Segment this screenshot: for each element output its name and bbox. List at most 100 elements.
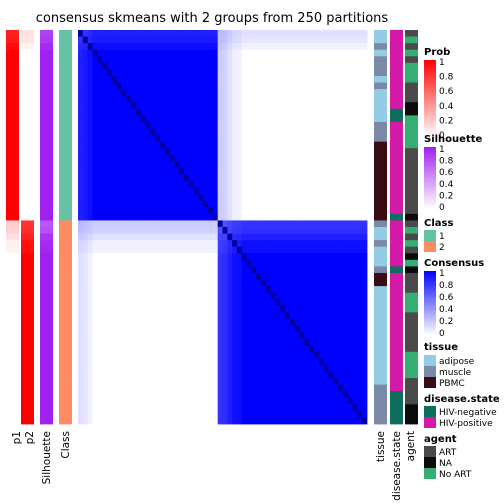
consensus-cell <box>174 272 180 280</box>
consensus-cell <box>78 338 84 346</box>
consensus-cell <box>188 259 194 267</box>
consensus-cell <box>164 43 170 51</box>
consensus-cell <box>318 75 325 83</box>
consensus-cell <box>232 30 238 37</box>
consensus-cell <box>265 174 272 182</box>
consensus-cell <box>78 384 84 392</box>
consensus-cell <box>357 358 363 366</box>
consensus-cell <box>92 36 98 44</box>
consensus-cell <box>106 391 113 399</box>
consensus-cell <box>289 95 296 103</box>
consensus-cell <box>304 154 310 162</box>
consensus-cell <box>275 325 281 333</box>
consensus-cell <box>203 404 209 412</box>
consensus-cell <box>338 371 344 379</box>
consensus-cell <box>183 279 190 287</box>
consensus-cell <box>188 351 194 359</box>
consensus-cell <box>159 82 166 90</box>
consensus-cell <box>140 75 146 83</box>
consensus-cell <box>256 115 262 123</box>
class-cell <box>59 148 72 156</box>
consensus-cell <box>169 345 175 353</box>
consensus-cell <box>135 404 142 412</box>
consensus-cell <box>251 378 257 385</box>
consensus-cell <box>265 364 272 372</box>
p2-cell <box>21 141 34 149</box>
consensus-cell <box>159 286 166 294</box>
consensus-cell <box>155 325 161 333</box>
consensus-cell <box>338 56 344 64</box>
consensus-cell <box>352 174 358 182</box>
consensus-cell <box>87 161 93 169</box>
class-cell <box>59 82 72 90</box>
consensus-cell <box>97 240 103 248</box>
consensus-cell <box>246 49 252 57</box>
consensus-cell <box>294 253 300 261</box>
consensus-cell <box>265 351 272 359</box>
consensus-cell <box>179 364 185 372</box>
consensus-cell <box>289 253 296 261</box>
p1-cell <box>6 417 19 425</box>
consensus-cell <box>179 246 185 254</box>
consensus-cell <box>352 318 358 326</box>
consensus-cell <box>130 227 137 234</box>
consensus-cell <box>164 286 170 294</box>
consensus-cell <box>97 194 103 202</box>
consensus-cell <box>159 181 166 188</box>
consensus-cell <box>183 371 190 379</box>
consensus-cell <box>289 174 296 182</box>
consensus-cell <box>280 286 286 294</box>
consensus-cell <box>261 102 267 110</box>
consensus-cell <box>130 102 137 110</box>
consensus-cell <box>275 194 281 202</box>
consensus-cell <box>183 121 190 129</box>
consensus-cell <box>362 115 368 123</box>
consensus-cell <box>227 410 233 418</box>
consensus-cell <box>121 200 127 208</box>
consensus-cell <box>227 266 233 274</box>
consensus-cell <box>116 227 122 234</box>
consensus-cell <box>82 82 89 90</box>
consensus-cell <box>241 312 247 320</box>
consensus-cell <box>270 95 276 103</box>
consensus-cell <box>106 227 113 234</box>
consensus-cell <box>352 332 358 340</box>
consensus-cell <box>289 397 296 405</box>
consensus-cell <box>333 253 339 261</box>
consensus-cell <box>338 325 344 333</box>
consensus-cell <box>227 220 233 228</box>
consensus-cell <box>256 286 262 294</box>
consensus-cell <box>135 378 142 385</box>
consensus-cell <box>208 95 214 103</box>
consensus-cell <box>193 266 199 274</box>
consensus-cell <box>208 181 214 188</box>
consensus-cell <box>102 30 108 37</box>
consensus-cell <box>270 233 276 241</box>
consensus-cell <box>299 286 305 294</box>
consensus-cell <box>179 174 185 182</box>
consensus-cell <box>82 213 89 221</box>
consensus-cell <box>198 338 204 346</box>
consensus-cell <box>116 345 122 353</box>
silhouette-cell <box>40 181 53 188</box>
consensus-cell <box>309 233 315 241</box>
consensus-cell <box>126 49 132 57</box>
consensus-cell <box>174 286 180 294</box>
consensus-cell <box>78 121 84 129</box>
consensus-cell <box>159 62 166 70</box>
agent-cell <box>405 43 418 51</box>
p2-cell <box>21 69 34 77</box>
consensus-cell <box>304 220 310 228</box>
p2-cell <box>21 384 34 392</box>
consensus-cell <box>169 272 175 280</box>
consensus-cell <box>241 161 247 169</box>
disease-state-legend-label-positive: HIV-positive <box>439 419 493 429</box>
consensus-cell <box>261 404 267 412</box>
consensus-cell <box>102 141 108 149</box>
consensus-cell <box>338 305 344 313</box>
consensus-cell <box>265 253 272 261</box>
consensus-cell <box>121 167 127 175</box>
consensus-cell <box>265 141 272 149</box>
consensus-cell <box>227 75 233 83</box>
consensus-cell <box>126 154 132 162</box>
